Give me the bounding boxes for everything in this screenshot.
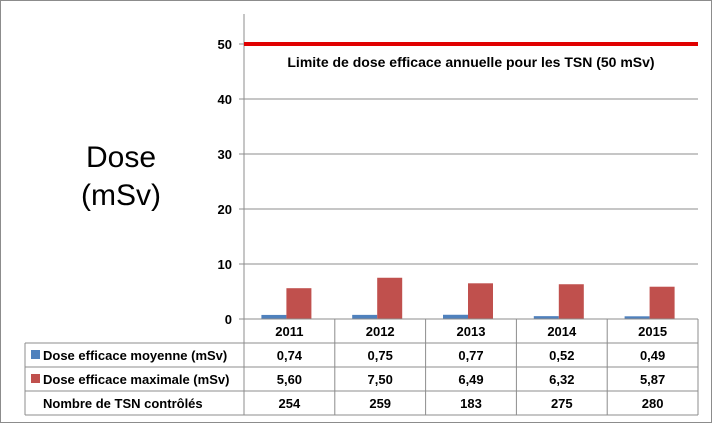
bar-maximale [649,286,675,319]
bar-moyenne [624,316,650,319]
table-cell: 6,49 [458,372,483,387]
x-tick-label: 2013 [457,324,486,339]
bar-moyenne [352,314,378,319]
table-cell: 5,60 [277,372,302,387]
table-cell: 7,50 [368,372,393,387]
x-tick-label: 2011 [275,324,303,339]
table-row-label: Dose efficace maximale (mSv) [43,372,229,387]
bar-moyenne [533,316,559,319]
table-cell: 0,77 [458,348,483,363]
table-row-label: Nombre de TSN contrôlés [43,396,203,411]
table-cell: 183 [460,396,482,411]
table-cell: 5,87 [640,372,665,387]
y-axis-label-line-1: Dose [85,141,157,174]
y-tick-label: 10 [218,257,232,272]
table-cell: 0,49 [640,348,665,363]
bar-moyenne [261,314,287,319]
table-cell: 259 [369,396,391,411]
bar-maximale [558,284,584,319]
table-cell: 280 [642,396,664,411]
y-tick-label: 40 [218,92,232,107]
table-cell: 254 [279,396,301,411]
x-tick-label: 2014 [547,324,577,339]
y-axis-label-line-2: (mSv) [81,179,161,212]
bar-maximale [377,277,403,319]
table-cell: 275 [551,396,573,411]
x-tick-label: 2012 [366,324,395,339]
y-tick-label: 20 [218,202,232,217]
bar-maximale [286,288,312,319]
limit-label: Limite de dose efficace annuelle pour le… [287,54,654,70]
x-tick-label: 2015 [638,324,667,339]
bar-moyenne [443,314,468,319]
y-tick-label: 50 [218,37,232,52]
legend-swatch [31,374,40,383]
table-row-label: Dose efficace moyenne (mSv) [43,348,227,363]
y-tick-label: 0 [225,312,232,327]
y-axis-label: Dose (mSv) [61,139,181,215]
table-cell: 0,75 [368,348,393,363]
bar-maximale [468,283,493,319]
y-tick-label: 30 [218,147,232,162]
legend-swatch [31,350,40,359]
table-cell: 6,32 [549,372,574,387]
table-cell: 0,52 [549,348,574,363]
table-cell: 0,74 [277,348,303,363]
